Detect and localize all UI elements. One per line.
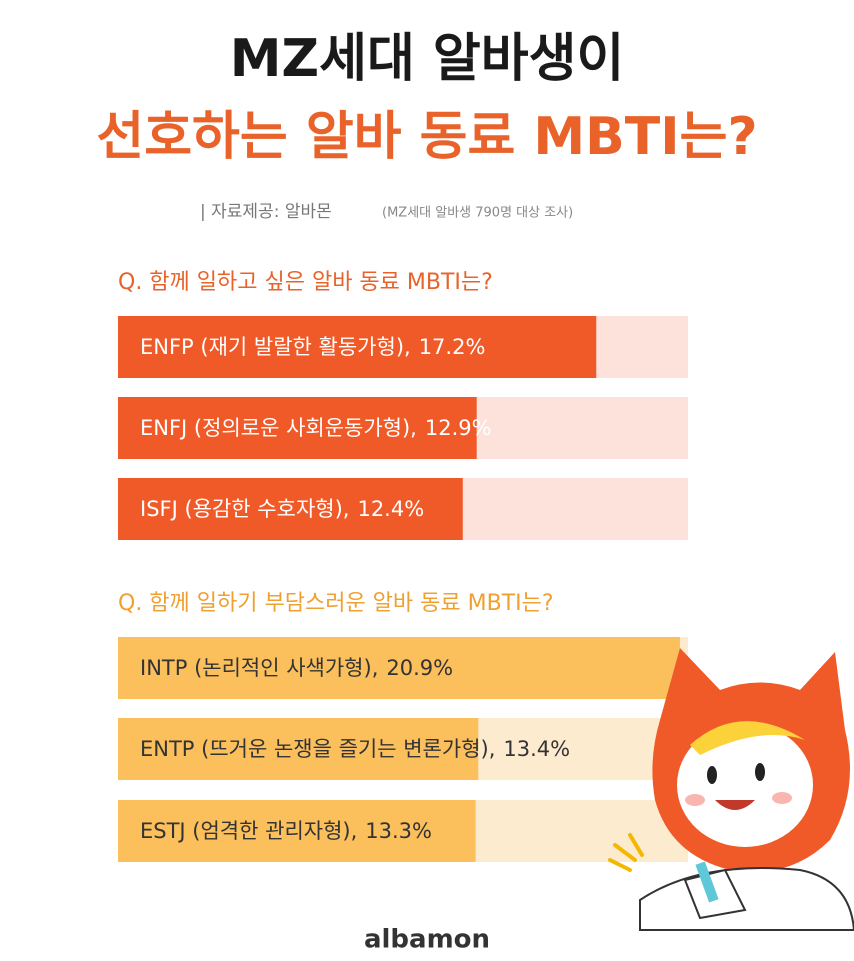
charts: Q. 함께 일하고 싶은 알바 동료 MBTI는? ENFP (재기 발랄한 활동…	[118, 270, 688, 862]
mascot-hair	[690, 721, 805, 755]
title-line2: 선호하는 알바 동료 MBTI는?	[96, 107, 757, 167]
bar	[118, 478, 463, 540]
source-note: (MZ세대 알바생 790명 대상 조사)	[382, 206, 573, 221]
source: | 자료제공: 알바몬	[200, 202, 332, 222]
bar-label: INTP (논리적인 사색가형), 20.9%	[140, 656, 453, 680]
bar	[118, 800, 476, 862]
category-label: ENFJ (정의로운 사회운동가형),	[140, 416, 417, 440]
mascot-pen	[695, 861, 719, 903]
value-label: 12.4%	[357, 497, 424, 521]
value-label: 12.9%	[425, 416, 492, 440]
value-label: 20.9%	[386, 656, 453, 680]
bar-label: ISFJ (용감한 수호자형), 12.4%	[140, 497, 424, 521]
question: Q. 함께 일하고 싶은 알바 동료 MBTI는?	[118, 270, 493, 295]
category-label: ENTP (뜨거운 논쟁을 즐기는 변론가형),	[140, 737, 495, 761]
category-label: ESTJ (엄격한 관리자형),	[140, 819, 357, 843]
mascot	[608, 648, 854, 931]
mascot-eye	[755, 763, 765, 781]
mascot-cheek	[772, 792, 792, 804]
category-label: ISFJ (용감한 수호자형),	[140, 497, 349, 521]
logo: albamon	[364, 925, 490, 955]
value-label: 17.2%	[419, 335, 486, 359]
mascot-mouth	[715, 800, 755, 810]
bar	[118, 397, 477, 459]
mascot-sparks	[608, 833, 644, 872]
title-line1: MZ세대 알바생이	[230, 29, 625, 89]
bar	[118, 637, 680, 699]
bar-label: ENFJ (정의로운 사회운동가형), 12.9%	[140, 416, 492, 440]
mascot-eye	[707, 766, 717, 784]
bar-label: ENTP (뜨거운 논쟁을 즐기는 변론가형), 13.4%	[140, 737, 570, 761]
bar	[118, 316, 597, 378]
mascot-cheek	[685, 794, 705, 806]
value-label: 13.4%	[503, 737, 570, 761]
bar-label: ENFP (재기 발랄한 활동가형), 17.2%	[140, 335, 485, 359]
bar	[118, 718, 479, 780]
mascot-face	[677, 723, 813, 847]
category-label: ENFP (재기 발랄한 활동가형),	[140, 335, 411, 359]
value-label: 13.3%	[365, 819, 432, 843]
question: Q. 함께 일하기 부담스러운 알바 동료 MBTI는?	[118, 591, 554, 616]
bar-label: ESTJ (엄격한 관리자형), 13.3%	[140, 819, 432, 843]
category-label: INTP (논리적인 사색가형),	[140, 656, 378, 680]
